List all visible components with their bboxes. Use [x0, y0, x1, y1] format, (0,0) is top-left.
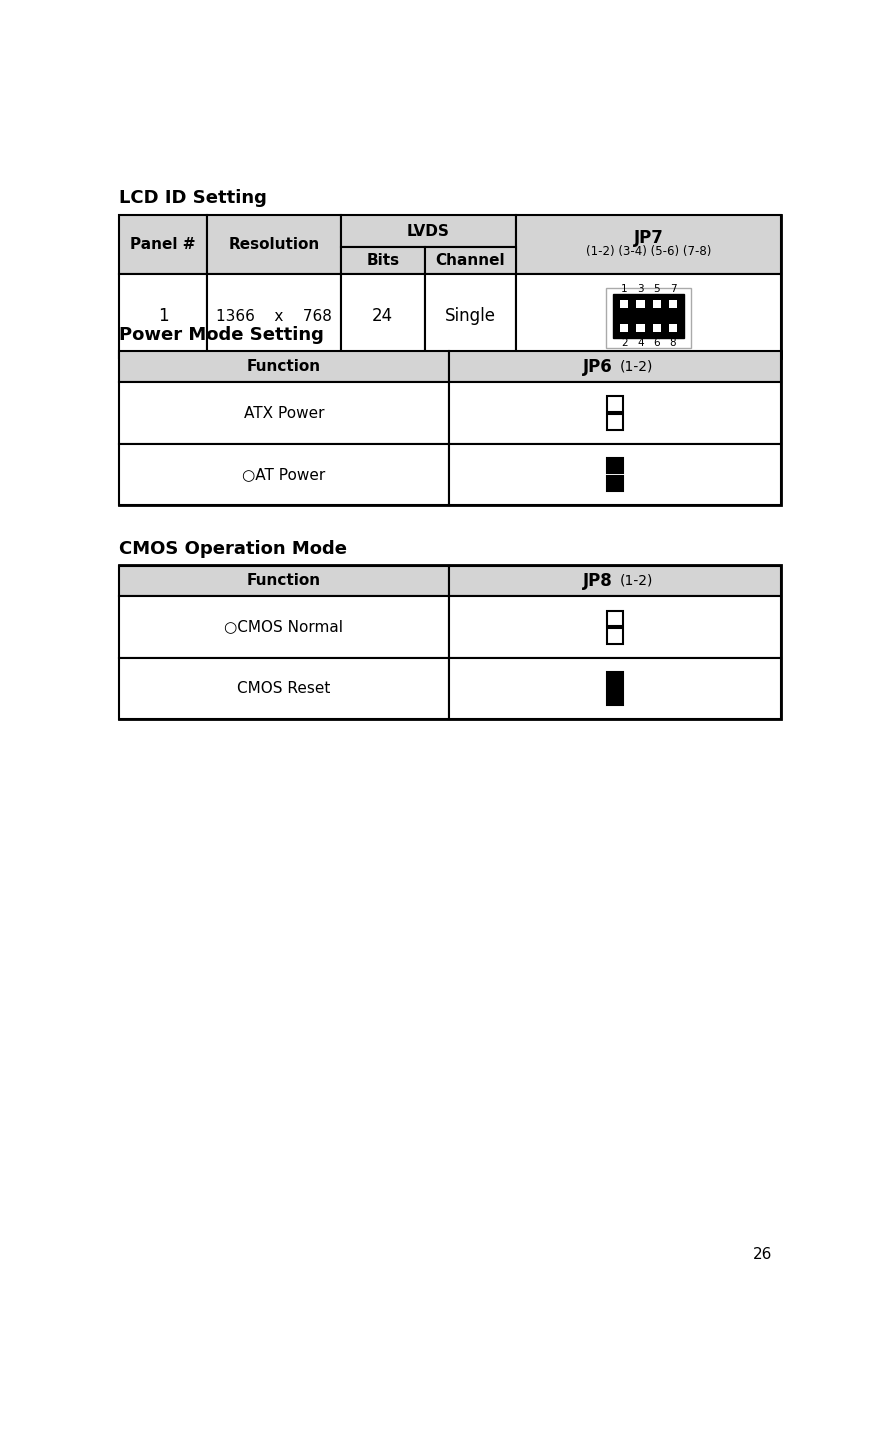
Bar: [613, 294, 685, 337]
Bar: [607, 458, 623, 474]
Text: (1-2) (3-4) (5-6) (7-8): (1-2) (3-4) (5-6) (7-8): [586, 245, 711, 258]
Text: ○CMOS Normal: ○CMOS Normal: [224, 619, 343, 635]
Bar: [516, 215, 781, 274]
Bar: [120, 274, 207, 359]
Bar: [120, 444, 449, 505]
Bar: [341, 274, 425, 359]
Text: ATX Power: ATX Power: [244, 406, 324, 420]
Bar: [449, 444, 781, 505]
Bar: [449, 596, 781, 658]
Bar: [449, 382, 781, 444]
Text: JP6: JP6: [583, 357, 612, 376]
Bar: [516, 274, 781, 359]
Bar: [607, 415, 623, 429]
Text: Panel #: Panel #: [130, 238, 196, 252]
Bar: [669, 324, 678, 333]
Text: Function: Function: [247, 573, 321, 589]
Bar: [669, 300, 678, 308]
Bar: [607, 611, 623, 626]
Bar: [207, 274, 341, 359]
Bar: [120, 382, 449, 444]
Text: 6: 6: [654, 338, 660, 348]
Text: CMOS Operation Mode: CMOS Operation Mode: [120, 540, 348, 557]
Text: 1: 1: [621, 284, 627, 294]
Text: 3: 3: [637, 284, 644, 294]
Text: Channel: Channel: [436, 253, 505, 268]
Text: 2: 2: [621, 338, 627, 348]
Text: 26: 26: [753, 1247, 773, 1263]
Text: JP7: JP7: [634, 229, 664, 248]
Bar: [449, 658, 781, 720]
Bar: [636, 300, 645, 308]
Text: ○AT Power: ○AT Power: [242, 467, 326, 482]
Bar: [425, 248, 516, 274]
Bar: [607, 672, 623, 687]
Text: LCD ID Setting: LCD ID Setting: [120, 190, 268, 207]
Text: 4: 4: [637, 338, 644, 348]
Text: Resolution: Resolution: [228, 238, 319, 252]
Bar: [652, 300, 661, 308]
Text: 5: 5: [654, 284, 660, 294]
Bar: [607, 396, 623, 412]
Text: (1-2): (1-2): [620, 360, 653, 374]
Text: 1366    x    768: 1366 x 768: [216, 308, 332, 324]
Bar: [636, 324, 645, 333]
Text: Function: Function: [247, 360, 321, 374]
Bar: [120, 215, 207, 274]
Bar: [449, 566, 781, 596]
Text: Power Mode Setting: Power Mode Setting: [120, 325, 324, 344]
Text: 8: 8: [670, 338, 677, 348]
Bar: [449, 351, 781, 382]
Bar: [606, 288, 692, 347]
Bar: [607, 628, 623, 644]
Bar: [120, 566, 781, 720]
Bar: [207, 215, 341, 274]
Bar: [607, 475, 623, 491]
Text: LVDS: LVDS: [407, 223, 450, 239]
Bar: [652, 324, 661, 333]
Bar: [120, 566, 449, 596]
Text: CMOS Reset: CMOS Reset: [238, 681, 331, 696]
Text: 24: 24: [372, 307, 393, 325]
Bar: [607, 690, 623, 706]
Bar: [120, 351, 781, 505]
Bar: [425, 274, 516, 359]
Bar: [620, 324, 628, 333]
Bar: [120, 215, 781, 359]
Text: (1-2): (1-2): [620, 575, 653, 588]
Text: Bits: Bits: [366, 253, 400, 268]
Bar: [341, 215, 516, 248]
Text: 1: 1: [158, 307, 168, 325]
Text: JP8: JP8: [583, 572, 612, 590]
Bar: [120, 596, 449, 658]
Bar: [620, 300, 628, 308]
Bar: [120, 351, 449, 382]
Bar: [120, 658, 449, 720]
Text: 7: 7: [670, 284, 677, 294]
Bar: [341, 248, 425, 274]
Text: Single: Single: [445, 307, 495, 325]
